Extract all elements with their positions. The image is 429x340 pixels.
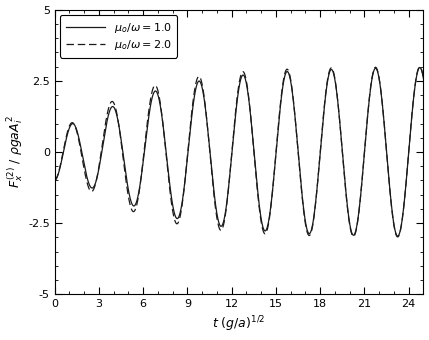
$\mu_o/\omega=2.0$: [71, 121, 76, 125]
Line: $\mu_o/\omega=2.0$: $\mu_o/\omega=2.0$: [54, 67, 423, 237]
$\mu_o/\omega=1.0$: [287, 72, 292, 76]
$\mu_o/\omega=2.0$: [287, 70, 292, 74]
X-axis label: $t\ (g/a)^{1/2}$: $t\ (g/a)^{1/2}$: [212, 315, 266, 335]
$\mu_o/\omega=1.0$: [52, 178, 57, 183]
$\mu_o/\omega=1.0$: [345, 207, 350, 211]
Line: $\mu_o/\omega=1.0$: $\mu_o/\omega=1.0$: [54, 68, 423, 236]
$\mu_o/\omega=1.0$: [421, 76, 426, 81]
$\mu_o/\omega=2.0$: [52, 178, 57, 183]
$\mu_o/\omega=2.0$: [417, 65, 422, 69]
$\mu_o/\omega=2.0$: [186, 146, 191, 150]
Legend: $\mu_o/\omega=1.0$, $\mu_o/\omega=2.0$: $\mu_o/\omega=1.0$, $\mu_o/\omega=2.0$: [60, 15, 177, 57]
$\mu_o/\omega=2.0$: [345, 208, 350, 212]
$\mu_o/\omega=1.0$: [326, 76, 331, 80]
$\mu_o/\omega=1.0$: [395, 234, 400, 238]
$\mu_o/\omega=1.0$: [270, 185, 275, 189]
$\mu_o/\omega=1.0$: [71, 122, 76, 126]
$\mu_o/\omega=2.0$: [395, 235, 400, 239]
$\mu_o/\omega=2.0$: [326, 75, 331, 79]
$\mu_o/\omega=1.0$: [417, 66, 423, 70]
$\mu_o/\omega=2.0$: [421, 76, 426, 80]
$\mu_o/\omega=2.0$: [270, 186, 275, 190]
Y-axis label: $F_x^{(2)}\ /\ \rho gaA_i^2$: $F_x^{(2)}\ /\ \rho gaA_i^2$: [6, 116, 25, 188]
$\mu_o/\omega=1.0$: [186, 148, 191, 152]
